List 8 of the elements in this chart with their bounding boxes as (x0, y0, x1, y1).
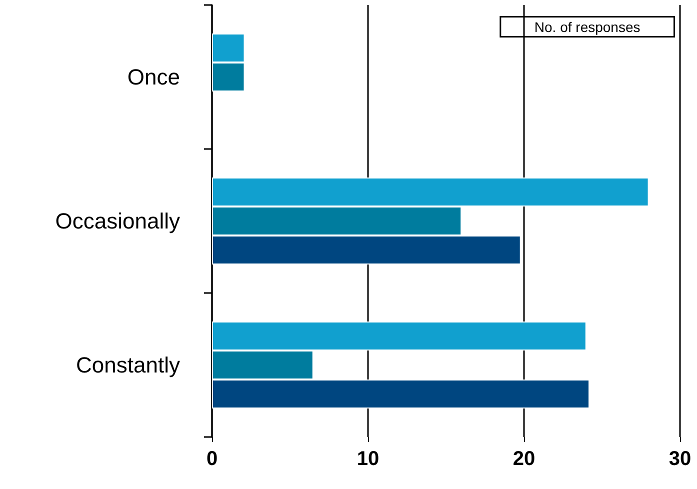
annotation: No. of responses (534, 18, 640, 35)
y-tick-label: Constantly (76, 352, 180, 378)
y-tick-label: Occasionally (55, 208, 180, 234)
y-tick-label: Once (127, 64, 180, 90)
x-tick-label: 20 (512, 448, 536, 470)
x-tick-label: 10 (356, 448, 380, 470)
x-tick-label: 0 (206, 448, 218, 470)
x-tick-label: 30 (668, 448, 692, 470)
